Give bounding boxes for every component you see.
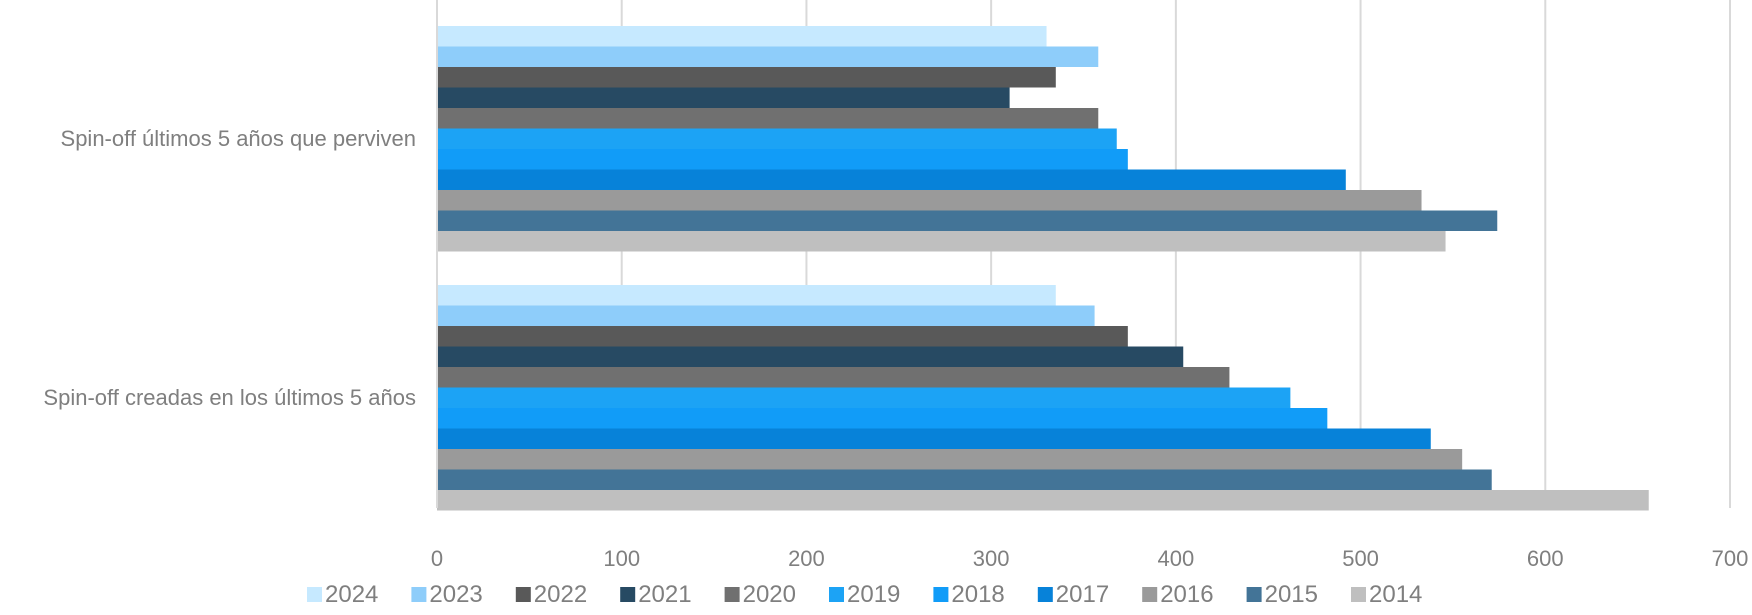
x-tick-label: 400 [1157, 546, 1194, 571]
x-tick-label: 500 [1342, 546, 1379, 571]
bar-2014-1 [437, 231, 1446, 252]
x-tick-label: 100 [603, 546, 640, 571]
bar-2021-2 [437, 346, 1184, 367]
legend-label-2016: 2016 [1160, 581, 1213, 608]
bar-2016-1 [437, 190, 1422, 211]
bar-2022-2 [437, 326, 1128, 347]
legend-swatch-2019 [829, 587, 844, 602]
bar-2019-2 [437, 387, 1291, 408]
legend-swatch-2016 [1142, 587, 1158, 602]
bar-2020-2 [437, 367, 1230, 388]
bar-2015-1 [437, 210, 1498, 231]
legend-label-2018: 2018 [951, 581, 1004, 608]
legend-label-2023: 2023 [429, 581, 482, 608]
legend-swatch-2021 [620, 587, 636, 602]
bar-2023-2 [437, 305, 1095, 326]
bars [437, 26, 1649, 511]
category-label: Spin-off creadas en los últimos 5 años [43, 385, 416, 410]
bar-2024-2 [437, 285, 1056, 306]
x-tick-label: 600 [1527, 546, 1564, 571]
legend-swatch-2023 [411, 587, 427, 602]
category-label: Spin-off últimos 5 años que perviven [61, 126, 416, 151]
bar-2022-1 [437, 67, 1056, 88]
bar-2024-1 [437, 26, 1047, 47]
legend-swatch-2015 [1246, 587, 1262, 602]
legend-label-2019: 2019 [847, 581, 900, 608]
x-tick-label: 700 [1712, 546, 1749, 571]
bar-2016-2 [437, 449, 1463, 470]
legend-swatch-2024 [307, 587, 322, 602]
x-tick-label: 200 [788, 546, 825, 571]
legend-label-2022: 2022 [534, 581, 587, 608]
x-tick-label: 0 [431, 546, 443, 571]
legend-label-2021: 2021 [638, 581, 691, 608]
bar-2015-2 [437, 469, 1492, 490]
legend-label-2014: 2014 [1369, 581, 1422, 608]
legend: 2024 2023 2022 2021 2020 2019 2018 2017 2016 2015… [307, 581, 1422, 608]
bar-2023-1 [437, 46, 1099, 67]
bar-2017-2 [437, 428, 1431, 449]
legend-label-2017: 2017 [1056, 581, 1109, 608]
legend-label-2024: 2024 [325, 581, 378, 608]
legend-swatch-2017 [1037, 587, 1053, 602]
legend-swatch-2020 [724, 587, 740, 602]
legend-swatch-2018 [933, 587, 949, 602]
legend-label-2015: 2015 [1265, 581, 1318, 608]
bar-2018-1 [437, 149, 1128, 170]
bar-2018-2 [437, 408, 1328, 429]
legend-label-2020: 2020 [743, 581, 796, 608]
bar-2019-1 [437, 128, 1117, 149]
legend-swatch-2014 [1351, 587, 1366, 602]
bar-2020-1 [437, 108, 1099, 129]
bar-2021-1 [437, 87, 1010, 108]
bar-2017-1 [437, 169, 1346, 190]
x-tick-label: 300 [973, 546, 1010, 571]
legend-swatch-2022 [515, 587, 531, 602]
tick-labels: 0 100 200 300 400 500 600 700 [431, 546, 1748, 571]
category-labels: Spin-off últimos 5 años que perviven Spin… [43, 126, 416, 410]
bar-2014-2 [437, 490, 1649, 511]
